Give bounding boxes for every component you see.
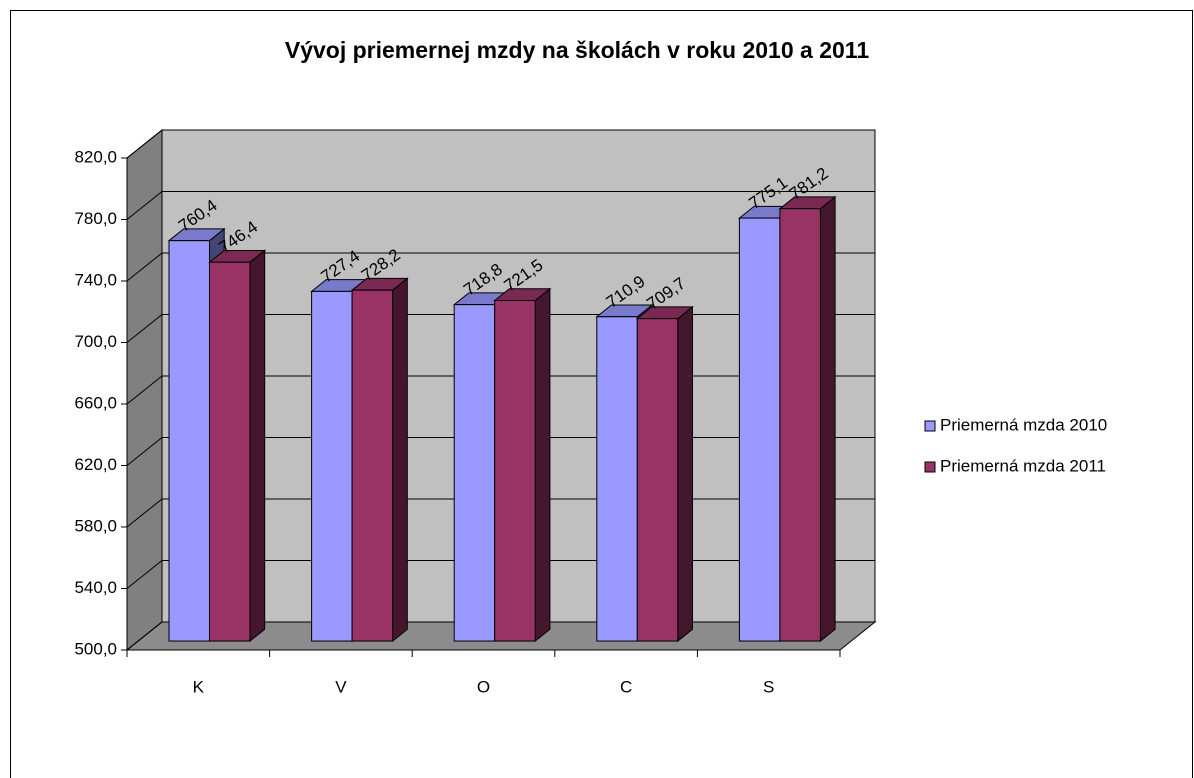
bar-side: [249, 249, 266, 643]
x-tick-label: O: [477, 677, 490, 696]
bar: [596, 316, 638, 642]
bar: [168, 240, 211, 642]
bar: [351, 289, 394, 642]
legend-swatch: [924, 461, 936, 473]
x-tick-label: K: [193, 677, 205, 696]
grid-line: [126, 129, 875, 159]
bar: [636, 318, 679, 642]
y-tick-label: 660,0: [74, 393, 117, 412]
bar-side: [677, 305, 693, 643]
y-tick-label: 740,0: [74, 270, 117, 289]
chart-title: Vývoj priemernej mzdy na školách v roku …: [285, 37, 869, 63]
legend-label: Priemerná mzda 2010: [940, 415, 1107, 434]
bar: [453, 304, 496, 642]
y-tick-label: 780,0: [74, 209, 117, 228]
bar: [209, 261, 251, 642]
bar-side: [819, 195, 836, 643]
grid-line: [126, 252, 875, 282]
bar: [738, 217, 781, 642]
legend-label: Priemerná mzda 2011: [940, 456, 1106, 475]
y-tick-label: 580,0: [74, 516, 117, 535]
y-tick-label: 700,0: [74, 332, 117, 351]
x-tick-label: S: [763, 677, 774, 696]
bar-side: [534, 287, 551, 643]
y-tick-label: 540,0: [74, 578, 117, 597]
legend-swatch: [924, 420, 936, 432]
grid-line: [126, 191, 875, 220]
bar: [779, 208, 821, 642]
bar-side: [392, 277, 408, 643]
y-tick-label: 820,0: [74, 147, 117, 166]
bar: [494, 299, 536, 642]
y-tick-label: 500,0: [74, 639, 117, 658]
x-tick-label: V: [335, 677, 347, 696]
x-tick-label: C: [620, 677, 632, 696]
bar: [311, 290, 353, 642]
y-tick-label: 620,0: [74, 455, 117, 474]
